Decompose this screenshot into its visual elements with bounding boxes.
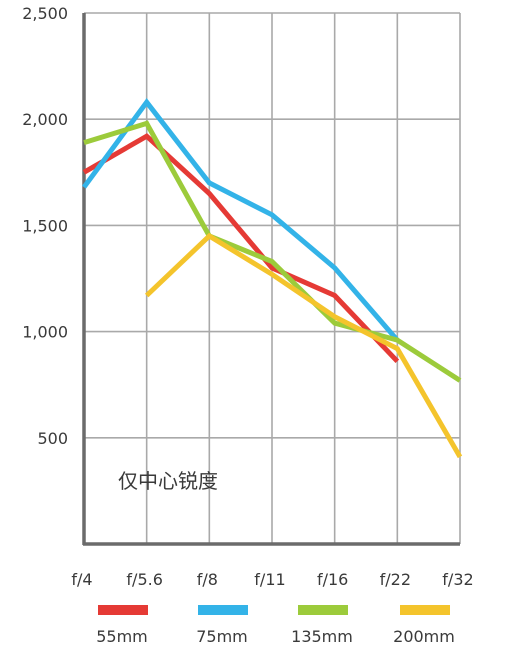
series-line-200mm (144, 232, 463, 459)
legend-label-135mm: 135mm (291, 627, 353, 646)
y-tick-label: 500 (37, 429, 68, 448)
x-tick-label: f/8 (197, 570, 218, 589)
grid-lines (84, 12, 461, 544)
y-tick-labels: 2,500 2,000 1,500 1,000 500 (22, 4, 68, 448)
legend-label-55mm: 55mm (96, 627, 148, 646)
legend-swatch-55mm (98, 605, 148, 615)
series-line-55mm (82, 133, 400, 364)
legend-swatch-135mm (298, 605, 348, 615)
x-tick-label: f/4 (71, 570, 92, 589)
series-line-75mm (81, 98, 400, 342)
x-tick-label: f/11 (254, 570, 285, 589)
y-tick-label: 1,500 (22, 216, 68, 235)
x-tick-label: f/32 (442, 570, 473, 589)
y-tick-label: 2,500 (22, 4, 68, 23)
y-tick-label: 1,000 (22, 323, 68, 342)
legend-label-200mm: 200mm (393, 627, 455, 646)
y-tick-label: 2,000 (22, 110, 68, 129)
axes (82, 13, 460, 546)
x-tick-label: f/5.6 (126, 570, 162, 589)
annotation-center-sharpness: 仅中心锐度 (118, 469, 218, 493)
series-lines (81, 98, 463, 459)
x-tick-label: f/22 (380, 570, 411, 589)
x-tick-label: f/16 (317, 570, 348, 589)
x-tick-labels: f/4 f/5.6 f/8 f/11 f/16 f/22 f/32 (71, 570, 473, 589)
legend: 55mm 75mm 135mm 200mm (96, 605, 455, 646)
legend-swatch-200mm (400, 605, 450, 615)
series-line-135mm (83, 120, 462, 383)
legend-swatch-75mm (198, 605, 248, 615)
legend-label-75mm: 75mm (196, 627, 248, 646)
